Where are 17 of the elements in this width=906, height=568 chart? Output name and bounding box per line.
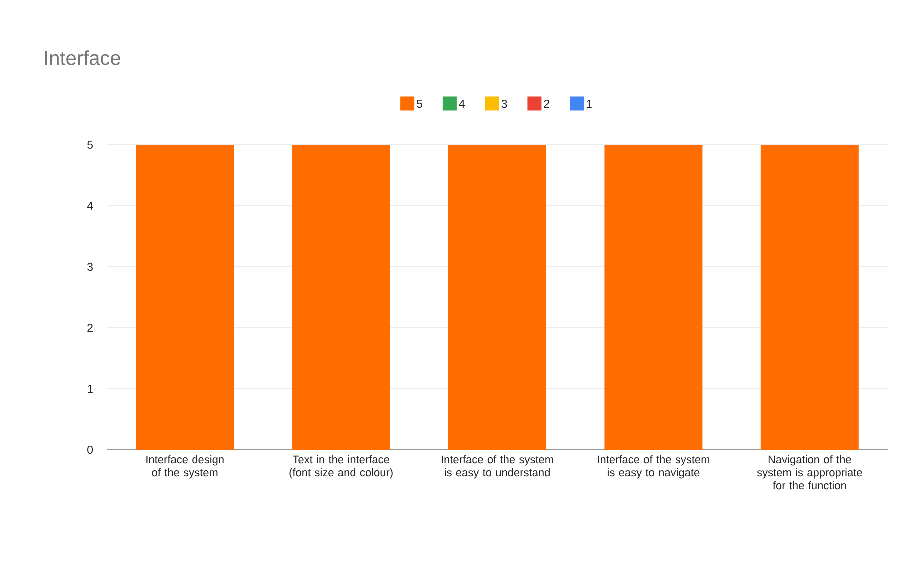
x-tick-label: Navigation of the system is appropriate for the function bbox=[757, 456, 862, 490]
y-tick-label: 3 bbox=[88, 262, 93, 272]
x-tick-label: Interface of the system is easy to understand bbox=[442, 456, 554, 479]
y-tick-label: 2 bbox=[88, 324, 93, 332]
y-tick-label: 4 bbox=[87, 202, 94, 210]
legend-label: 3 bbox=[502, 100, 508, 108]
y-tick-label: 5 bbox=[88, 140, 93, 149]
legend-label: 4 bbox=[459, 100, 465, 108]
legend-label: 5 bbox=[417, 100, 422, 108]
chart-title: Interface bbox=[45, 50, 120, 66]
x-tick-label: Text in the interface (font size and colour) bbox=[290, 456, 393, 479]
legend-label: 2 bbox=[544, 100, 550, 108]
x-tick-label: Interface of the system is easy to navigate bbox=[598, 456, 710, 479]
y-tick-label: 1 bbox=[88, 385, 93, 393]
legend-label: 1 bbox=[586, 100, 592, 108]
x-tick-label: Interface design of the system bbox=[146, 456, 224, 479]
y-tick-label: 0 bbox=[88, 446, 94, 454]
